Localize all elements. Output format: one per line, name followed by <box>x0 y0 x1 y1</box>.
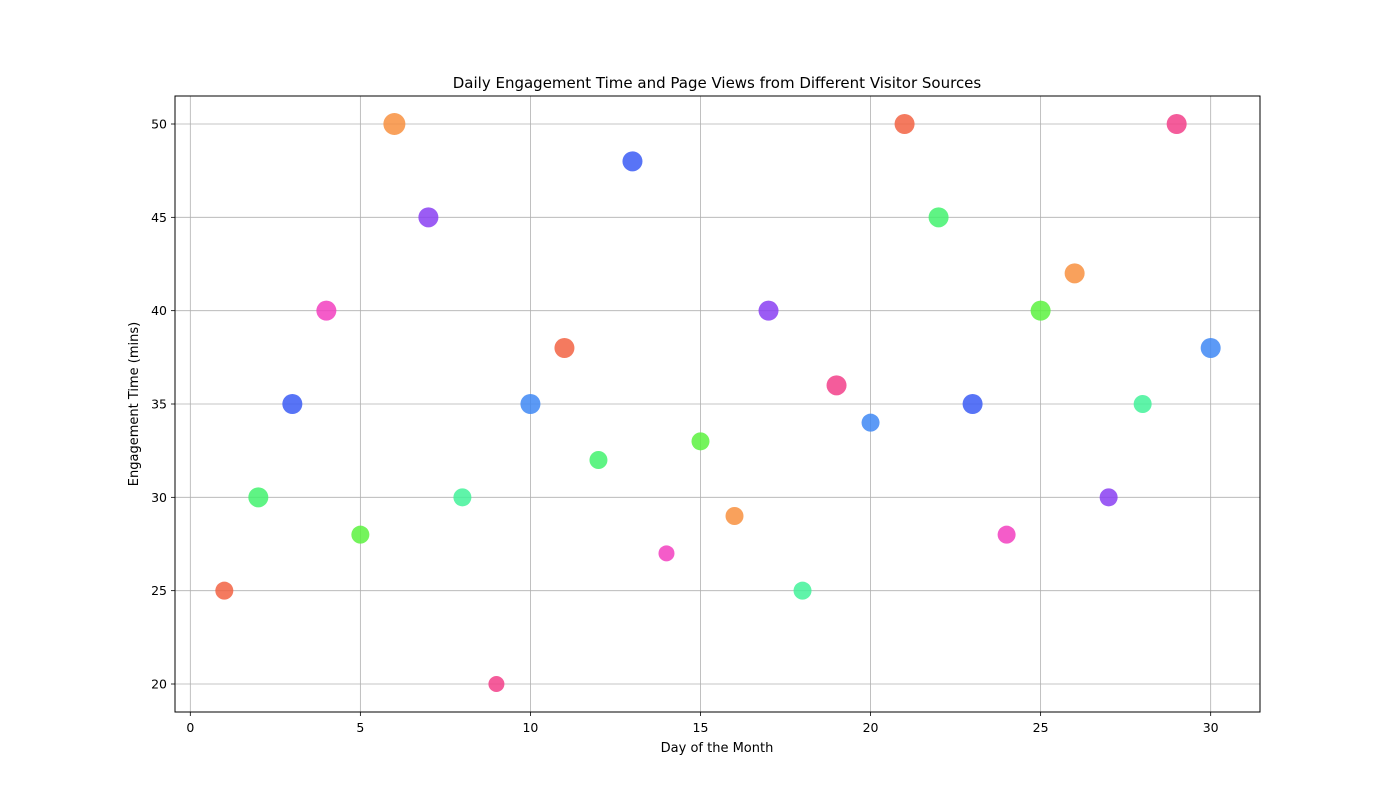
data-point <box>282 394 303 414</box>
y-tick-label: 45 <box>151 210 167 225</box>
data-point <box>658 545 675 562</box>
x-tick-label: 0 <box>186 720 194 735</box>
y-tick-label: 35 <box>151 397 167 412</box>
data-point <box>351 525 370 544</box>
x-tick-label: 25 <box>1033 720 1049 735</box>
grid-lines <box>175 96 1260 712</box>
data-point <box>1133 395 1152 413</box>
y-tick-label: 50 <box>151 117 167 132</box>
data-point <box>1200 338 1221 358</box>
data-point <box>962 394 983 414</box>
x-axis-label: Day of the Month <box>661 741 774 756</box>
x-tick-label: 20 <box>863 720 879 735</box>
x-tick-label: 5 <box>356 720 364 735</box>
y-tick-label: 40 <box>151 303 167 318</box>
y-axis-ticks: 20 25 30 35 40 45 50 <box>151 117 175 692</box>
data-point <box>826 375 847 396</box>
y-tick-label: 30 <box>151 490 167 505</box>
data-point <box>758 300 779 321</box>
y-tick-label: 25 <box>151 583 167 598</box>
data-point <box>793 581 812 600</box>
data-point <box>928 207 949 228</box>
data-point <box>1099 488 1118 507</box>
x-tick-label: 30 <box>1203 720 1219 735</box>
data-point <box>488 676 505 692</box>
data-point <box>554 338 575 358</box>
x-tick-label: 15 <box>693 720 709 735</box>
data-point <box>725 507 744 525</box>
data-point <box>248 487 269 508</box>
data-point <box>589 451 608 469</box>
x-tick-label: 10 <box>522 720 538 735</box>
data-point <box>383 113 406 135</box>
data-point <box>316 300 337 321</box>
data-point <box>894 114 915 134</box>
data-point <box>997 525 1016 544</box>
data-point <box>453 488 472 507</box>
data-point <box>622 151 643 172</box>
y-tick-label: 20 <box>151 677 167 692</box>
y-axis-label: Engagement Time (mins) <box>127 322 142 486</box>
data-point <box>215 581 234 600</box>
data-point <box>520 394 541 414</box>
data-point <box>861 413 880 432</box>
x-axis-ticks: 0 5 10 15 20 25 30 <box>186 712 1219 735</box>
data-point <box>1166 114 1187 134</box>
data-points <box>215 113 1221 692</box>
chart-title: Daily Engagement Time and Page Views fro… <box>453 74 982 92</box>
data-point <box>418 207 439 228</box>
data-point <box>1030 300 1051 321</box>
data-point <box>691 432 710 451</box>
data-point <box>1064 263 1085 284</box>
